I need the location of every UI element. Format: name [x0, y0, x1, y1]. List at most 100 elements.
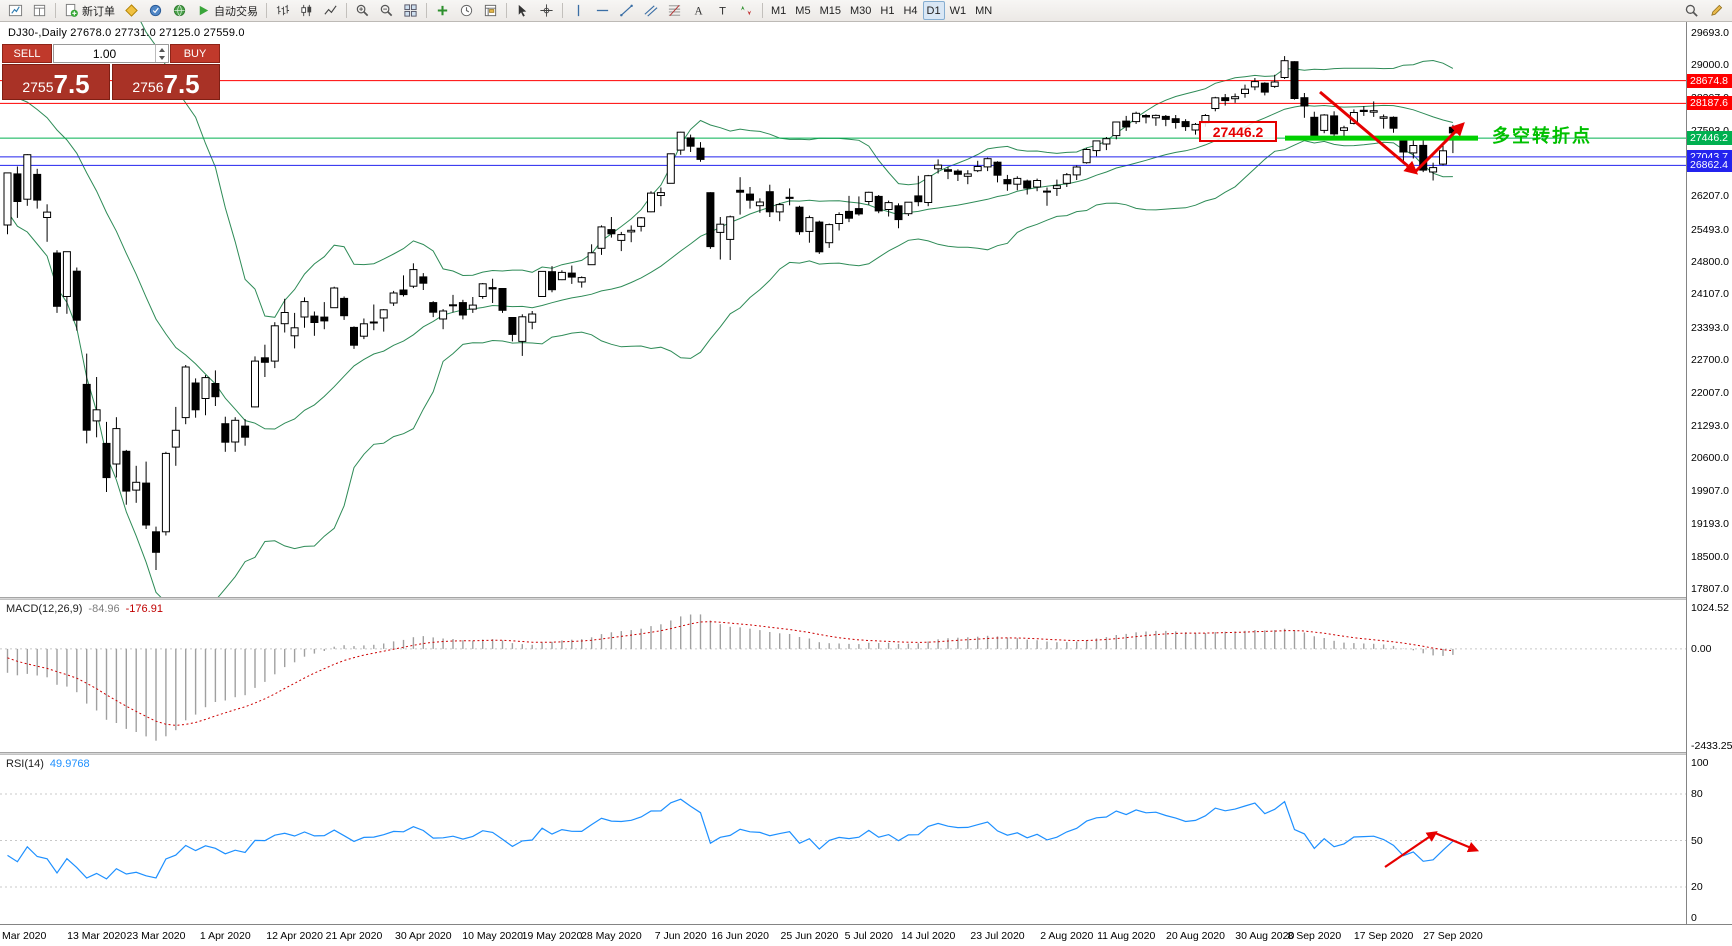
timeframe-h4[interactable]: H4: [903, 4, 918, 17]
toolbar-separator: [506, 3, 507, 18]
pencil-icon[interactable]: [1705, 1, 1728, 20]
price-tick: 19907.0: [1691, 484, 1729, 497]
time-label: 23 Jul 2020: [970, 930, 1025, 942]
trendline-icon[interactable]: [615, 1, 638, 20]
time-label: 10 May 2020: [462, 930, 523, 942]
timeframe-d1[interactable]: D1: [922, 1, 945, 20]
toolbar-separator: [762, 3, 763, 18]
timeframe-m15[interactable]: M15: [819, 4, 841, 17]
search-icon[interactable]: [1680, 1, 1703, 20]
templates-icon[interactable]: [479, 1, 502, 20]
macd-panel-canvas[interactable]: [0, 600, 1686, 752]
channel-icon[interactable]: [639, 1, 662, 20]
timeframe-m30[interactable]: M30: [849, 4, 872, 17]
price-scale[interactable]: 29693.029000.028307.027593.026900.026207…: [1686, 22, 1732, 924]
fibonacci-icon[interactable]: [663, 1, 686, 20]
time-label: 25 Jun 2020: [780, 930, 839, 942]
price-tick: 24107.0: [1691, 288, 1729, 301]
price-tick: 24800.0: [1691, 255, 1729, 268]
toolbar-separator: [346, 3, 347, 18]
time-label: Mar 2020: [2, 930, 47, 942]
volume-up-icon[interactable]: [156, 45, 168, 54]
macd-histogram: [6, 614, 1454, 741]
price-line-badge: 27446.2: [1687, 131, 1732, 146]
time-label: 1 Apr 2020: [199, 930, 251, 942]
svg-text:A: A: [694, 6, 703, 18]
strategy-tester-icon[interactable]: [144, 1, 167, 20]
crosshair-icon[interactable]: [535, 1, 558, 20]
timeframe-m1[interactable]: M1: [771, 4, 787, 17]
one-click-trade-panel: SELL 1.00 BUY 2755 7.5 2756 7.5: [2, 44, 220, 100]
periods-icon[interactable]: [455, 1, 478, 20]
macd-scale-tick: 1024.52: [1691, 602, 1729, 614]
volume-value: 1.00: [92, 46, 117, 61]
market-watch-icon[interactable]: [168, 1, 191, 20]
rsi-value: 49.9768: [49, 758, 90, 770]
time-label: 11 Aug 2020: [1097, 930, 1156, 942]
bar-chart-icon[interactable]: [271, 1, 294, 20]
tile-windows-icon[interactable]: [399, 1, 422, 20]
price-line-badge: 26862.4: [1687, 158, 1732, 173]
cursor-icon[interactable]: [511, 1, 534, 20]
text-icon[interactable]: A: [687, 1, 710, 20]
metaeditor-icon[interactable]: [120, 1, 143, 20]
time-label: 7 Jun 2020: [654, 930, 707, 942]
price-tick: 29693.0: [1691, 27, 1729, 39]
buy-price-frac: 7.5: [163, 69, 200, 99]
buy-price-button[interactable]: 2756 7.5: [112, 64, 220, 100]
time-label: 8 Sep 2020: [1287, 930, 1342, 942]
panel-separator-macd[interactable]: [0, 597, 1732, 600]
charts-icon[interactable]: [4, 1, 27, 20]
timeframe-w1[interactable]: W1: [949, 4, 967, 17]
arrows-icon[interactable]: [735, 1, 758, 20]
price-tick: 20600.0: [1691, 452, 1729, 465]
rsi-panel-canvas[interactable]: [0, 755, 1686, 924]
time-label: 21 Apr 2020: [325, 930, 383, 942]
new-order-button[interactable]: 新订单: [60, 1, 119, 20]
time-label: 12 Apr 2020: [266, 930, 323, 942]
rsi-scale-tick: 80: [1691, 788, 1703, 800]
horizontal-line-icon[interactable]: [591, 1, 614, 20]
macd-indicator-label: MACD(12,26,9) -84.96 -176.91: [6, 603, 163, 615]
volume-input[interactable]: 1.00: [53, 44, 169, 63]
rsi-scale-tick: 0: [1691, 912, 1697, 924]
rsi-trend-arrows: [1384, 831, 1480, 868]
buy-price-main: 2756: [132, 79, 164, 95]
main-chart-canvas[interactable]: [0, 22, 1686, 597]
autotrading-button[interactable]: 自动交易: [192, 1, 262, 20]
macd-scale-tick: -2433.25: [1691, 740, 1732, 752]
line-chart-icon[interactable]: [319, 1, 342, 20]
zoom-out-icon[interactable]: [375, 1, 398, 20]
price-line-badge: 28187.6: [1687, 96, 1732, 111]
buy-button[interactable]: BUY: [170, 44, 220, 63]
vertical-line-icon[interactable]: [567, 1, 590, 20]
timeframe-mn[interactable]: MN: [975, 4, 993, 17]
sell-button[interactable]: SELL: [2, 44, 52, 63]
turning-point-label: 多空转折点: [1492, 126, 1592, 146]
sell-price-button[interactable]: 2755 7.5: [2, 64, 110, 100]
timeframe-h1[interactable]: H1: [880, 4, 895, 17]
macd-value-main: -84.96: [88, 603, 120, 615]
zoom-in-icon[interactable]: [351, 1, 374, 20]
indicators-icon[interactable]: [431, 1, 454, 20]
rsi-level-lines: [0, 793, 1686, 888]
volume-down-icon[interactable]: [156, 54, 168, 63]
panel-separator-rsi[interactable]: [0, 752, 1732, 755]
toolbar: 新订单 自动交易 A T M1 M5 M15 M30 H1 H4 D1 W1 MN: [0, 0, 1732, 22]
bollinger-bands: [7, 22, 1454, 597]
time-label: 20 Aug 2020: [1166, 930, 1225, 942]
time-label: 27 Sep 2020: [1423, 930, 1483, 942]
time-axis[interactable]: Mar 2020 13 Mar 2020 23 Mar 2020 1 Apr 2020…: [0, 924, 1732, 946]
rsi-scale-tick: 50: [1691, 834, 1703, 847]
label-icon[interactable]: T: [711, 1, 734, 20]
trend-arrows: [1319, 90, 1465, 175]
time-label: 23 Mar 2020: [126, 930, 186, 942]
volume-spinner[interactable]: [155, 45, 168, 62]
candles: [3, 56, 1457, 570]
data-window-icon[interactable]: [28, 1, 51, 20]
sell-price-frac: 7.5: [53, 69, 90, 99]
candlestick-chart-icon[interactable]: [295, 1, 318, 20]
timeframe-m5[interactable]: M5: [795, 4, 811, 17]
price-tick: 21293.0: [1691, 419, 1729, 432]
